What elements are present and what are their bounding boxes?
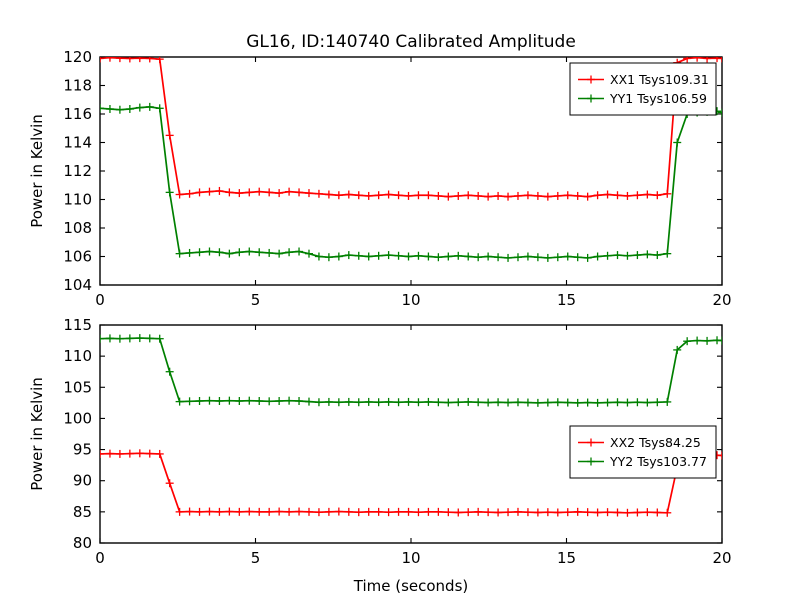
y-ticklabel-bottom: 85 xyxy=(73,503,92,521)
series-markers-top-1 xyxy=(100,102,722,262)
y-ticklabel-bottom: 100 xyxy=(63,409,92,427)
y-ticklabel-top: 108 xyxy=(63,219,92,237)
x-ticklabel-bottom: 10 xyxy=(401,549,420,567)
x-ticklabel-top: 0 xyxy=(95,291,105,309)
x-ticklabel-bottom: 20 xyxy=(712,549,731,567)
x-ticklabel-bottom: 5 xyxy=(251,549,261,567)
y-ticklabel-bottom: 80 xyxy=(73,534,92,552)
y-ticklabel-top: 110 xyxy=(63,191,92,209)
y-ticklabel-bottom: 105 xyxy=(63,378,92,396)
y-ticklabel-top: 120 xyxy=(63,48,92,66)
legend-label-bottom-1: YY2 Tsys103.77 xyxy=(609,454,707,469)
legend-label-top-0: XX1 Tsys109.31 xyxy=(610,72,709,87)
y-ticklabel-top: 106 xyxy=(63,248,92,266)
y-ticklabel-bottom: 95 xyxy=(73,441,92,459)
series-markers-bottom-1 xyxy=(100,334,722,407)
page-title: GL16, ID:140740 Calibrated Amplitude xyxy=(246,32,576,52)
x-ticklabel-top: 15 xyxy=(557,291,576,309)
x-ticklabel-bottom: 15 xyxy=(557,549,576,567)
series-line-bottom-0 xyxy=(100,452,722,514)
legend-label-top-1: YY1 Tsys106.59 xyxy=(609,91,707,106)
y-ticklabel-top: 114 xyxy=(63,134,92,152)
series-line-bottom-1 xyxy=(100,337,722,404)
y-ticklabel-bottom: 115 xyxy=(63,316,92,334)
x-ticklabel-bottom: 0 xyxy=(95,549,105,567)
series-line-top-0 xyxy=(100,57,722,198)
legend-label-bottom-0: XX2 Tsys84.25 xyxy=(610,435,701,450)
legend-top: XX1 Tsys109.31 YY1 Tsys106.59 xyxy=(569,62,717,116)
series-markers-top-0 xyxy=(100,57,722,201)
x-ticklabel-top: 20 xyxy=(712,291,731,309)
y-ticklabel-bottom: 110 xyxy=(63,347,92,365)
legend-box-bottom xyxy=(569,425,717,479)
x-ticklabel-top: 10 xyxy=(401,291,420,309)
y-ticklabel-top: 112 xyxy=(63,162,92,180)
y-ticklabel-bottom: 90 xyxy=(73,472,92,490)
y-ticklabel-top: 118 xyxy=(63,77,92,95)
legend-bottom: XX2 Tsys84.25 YY2 Tsys103.77 xyxy=(569,425,717,479)
chart-panel-bottom: 80 85 90 95 100 105 110 115 0 5 10 15 20 Power in Kel… xyxy=(28,316,732,595)
series-line-top-1 xyxy=(100,106,722,259)
chart-panel-top: 104 106 108 110 112 114 116 118 120 0 5 10 15 20 Power… xyxy=(28,48,732,309)
y-axis-label-top: Power in Kelvin xyxy=(28,114,46,228)
y-ticklabel-top: 116 xyxy=(63,105,92,123)
legend-box-top xyxy=(569,62,717,116)
x-axis-label-bottom: Time (seconds) xyxy=(353,577,469,595)
x-ticklabel-top: 5 xyxy=(251,291,261,309)
y-axis-label-bottom: Power in Kelvin xyxy=(28,377,46,491)
y-ticklabel-top: 104 xyxy=(63,276,92,294)
